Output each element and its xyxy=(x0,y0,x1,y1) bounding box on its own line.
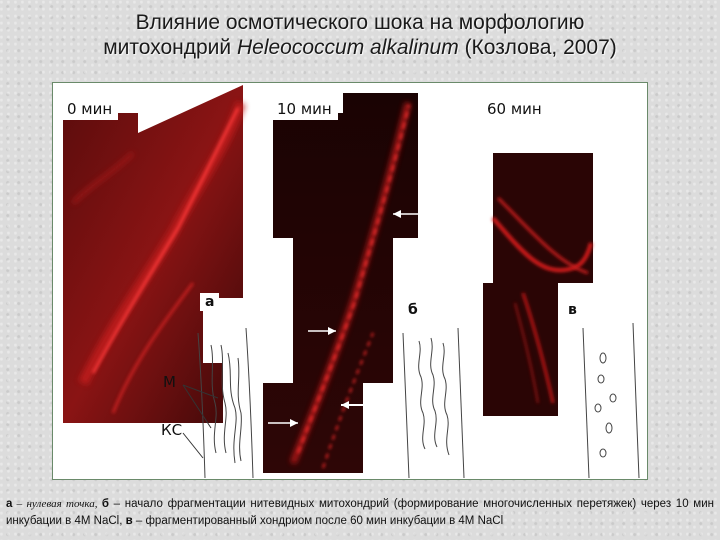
species-name: Heleococcum alkalinum xyxy=(236,36,459,59)
drawing-b xyxy=(402,327,465,479)
caption-b-letter: б xyxy=(101,498,109,510)
panel-letter-c: в xyxy=(563,301,582,319)
time-label-60: 60 мин xyxy=(481,99,548,120)
panel-letter-b: б xyxy=(403,301,423,319)
caption-b-text: – начало фрагментации нитевидных митохон… xyxy=(6,498,714,527)
slide-title: Влияние осмотического шока на морфологию… xyxy=(0,10,720,60)
title-prefix: митохондрий xyxy=(103,36,237,59)
caption-v-text: – фрагментированный хондриом после 60 ми… xyxy=(132,515,504,527)
caption-v-letter: в xyxy=(125,515,133,527)
micrograph-artwork xyxy=(63,85,640,479)
panel-c-image xyxy=(483,153,593,416)
time-label-10: 10 мин xyxy=(271,99,338,120)
panel-a-image xyxy=(63,85,246,423)
label-m: М xyxy=(163,373,176,391)
micrograph-figure: 0 мин 10 мин 60 мин а б в М КС xyxy=(52,82,648,480)
label-ks: КС xyxy=(161,421,183,439)
figure-caption: а – нулевая точка, б – начало фрагментац… xyxy=(6,496,714,530)
drawing-a xyxy=(197,327,254,479)
title-line-2: митохондрий Heleococcum alkalinum (Козло… xyxy=(0,35,720,60)
title-suffix: (Козлова, 2007) xyxy=(458,36,617,59)
panel-letter-a: а xyxy=(200,293,220,311)
drawing-c xyxy=(582,322,640,479)
caption-a-letter: а xyxy=(6,498,13,510)
panel-b-image xyxy=(263,93,423,473)
time-label-0: 0 мин xyxy=(61,99,119,120)
title-line-1: Влияние осмотического шока на морфологию xyxy=(135,11,585,34)
caption-a-text: – нулевая точка, xyxy=(12,498,102,510)
drawing-pointer-lines xyxy=(182,384,219,459)
